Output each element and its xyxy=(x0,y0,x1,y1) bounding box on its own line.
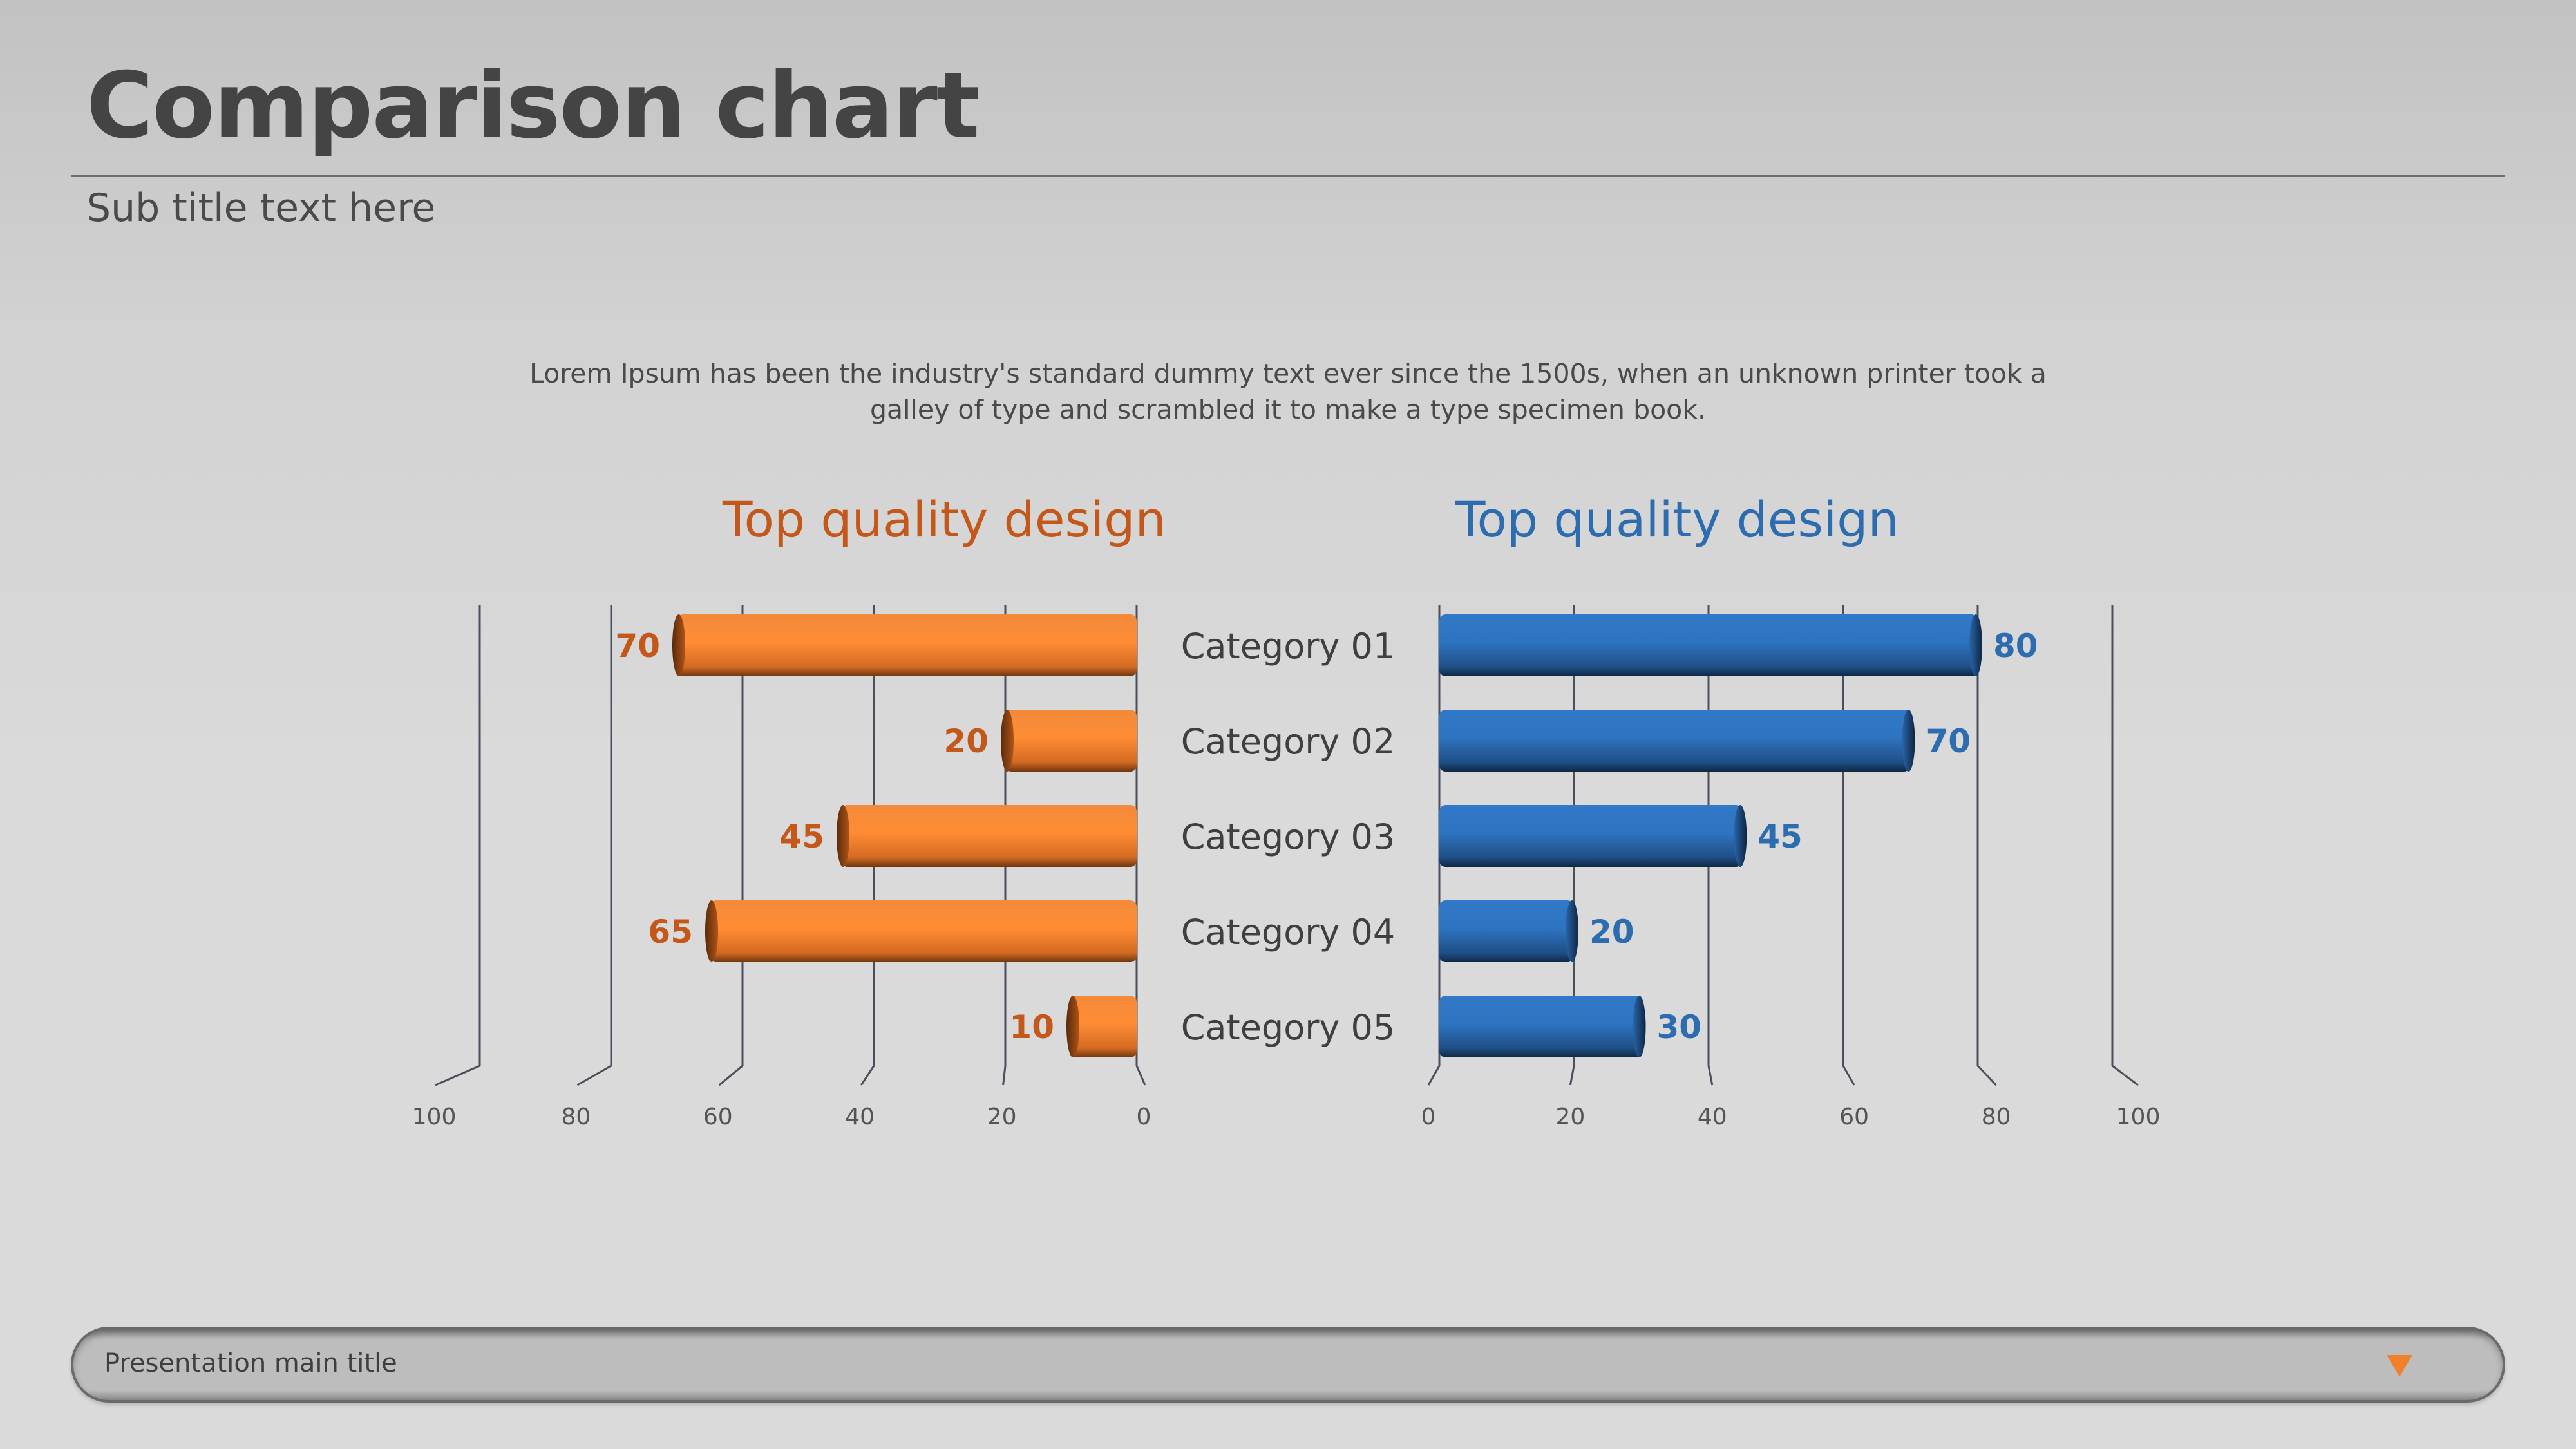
right-bar-cap xyxy=(1633,996,1646,1057)
right-bar-cap xyxy=(1902,710,1915,772)
left-data-label: 10 xyxy=(1009,1009,1054,1046)
left-data-label: 20 xyxy=(943,723,989,760)
category-label: Category 03 xyxy=(1181,817,1396,857)
footer-title: Presentation main title xyxy=(104,1349,397,1378)
category-label: Category 05 xyxy=(1181,1007,1396,1048)
left-tick-label: 20 xyxy=(987,1104,1017,1130)
right-chart-title: Top quality design xyxy=(1455,491,1899,548)
category-label: Category 01 xyxy=(1181,626,1396,667)
left-bar-cap xyxy=(1066,996,1079,1057)
right-gridline xyxy=(1976,605,1997,1086)
right-bar-cap xyxy=(1734,805,1747,867)
page-title: Comparison chart xyxy=(86,53,980,159)
left-gridline xyxy=(860,605,875,1086)
left-data-label: 45 xyxy=(779,818,824,855)
right-bar-cap xyxy=(1969,614,1982,676)
left-gridline xyxy=(435,605,481,1086)
left-bar xyxy=(710,900,1137,962)
left-bar-cap xyxy=(672,614,685,676)
left-tick-label: 0 xyxy=(1137,1104,1151,1130)
left-bar xyxy=(1005,710,1137,772)
left-gridline xyxy=(1135,605,1146,1086)
left-gridline xyxy=(576,605,612,1086)
right-tick-label: 40 xyxy=(1698,1104,1727,1130)
right-data-label: 30 xyxy=(1657,1009,1702,1046)
right-gridline xyxy=(1427,605,1441,1086)
left-gridline xyxy=(718,605,744,1086)
category-label: Category 02 xyxy=(1181,721,1396,762)
left-bar xyxy=(677,614,1137,676)
left-data-label: 65 xyxy=(648,913,693,951)
left-bar-cap xyxy=(1001,710,1014,772)
left-chart-title: Top quality design xyxy=(723,491,1166,548)
right-bar xyxy=(1439,614,1978,676)
title-divider xyxy=(71,175,2505,177)
right-bar xyxy=(1439,996,1642,1057)
left-tick-label: 60 xyxy=(703,1104,733,1130)
right-data-label: 20 xyxy=(1589,913,1634,951)
right-data-label: 80 xyxy=(1993,627,2038,665)
right-tick-label: 80 xyxy=(1982,1104,2011,1130)
right-tick-label: 100 xyxy=(2116,1104,2161,1130)
right-bar-cap xyxy=(1566,900,1578,962)
category-label: Category 04 xyxy=(1181,912,1396,952)
right-data-label: 45 xyxy=(1757,818,1803,855)
left-tick-label: 80 xyxy=(561,1104,591,1130)
left-tick-label: 100 xyxy=(412,1104,457,1130)
right-tick-label: 60 xyxy=(1839,1104,1869,1130)
right-data-label: 70 xyxy=(1926,723,1971,760)
page-subtitle: Sub title text here xyxy=(86,185,436,231)
left-bar xyxy=(1071,996,1137,1057)
right-tick-label: 0 xyxy=(1421,1104,1436,1130)
left-tick-label: 40 xyxy=(845,1104,875,1130)
right-bar xyxy=(1439,710,1911,772)
description-text: Lorem Ipsum has been the industry's stan… xyxy=(529,358,2047,425)
labels: 100 80 60 40 20 0 0 20 40 60 80 100 70 20 45 65 10 80 70 45… xyxy=(412,626,2161,1130)
right-gridline xyxy=(1842,605,1855,1086)
bars xyxy=(672,614,1982,1057)
left-bar xyxy=(841,805,1137,867)
right-tick-label: 20 xyxy=(1555,1104,1585,1130)
left-data-label: 70 xyxy=(615,627,660,665)
right-bar xyxy=(1439,805,1743,867)
right-bar xyxy=(1439,900,1574,962)
left-bar-cap xyxy=(705,900,718,962)
left-bar-cap xyxy=(837,805,849,867)
footer-bar[interactable]: Presentation main title xyxy=(71,1327,2505,1403)
triangle-down-icon[interactable] xyxy=(2387,1355,2412,1377)
right-gridline xyxy=(2111,605,2139,1086)
